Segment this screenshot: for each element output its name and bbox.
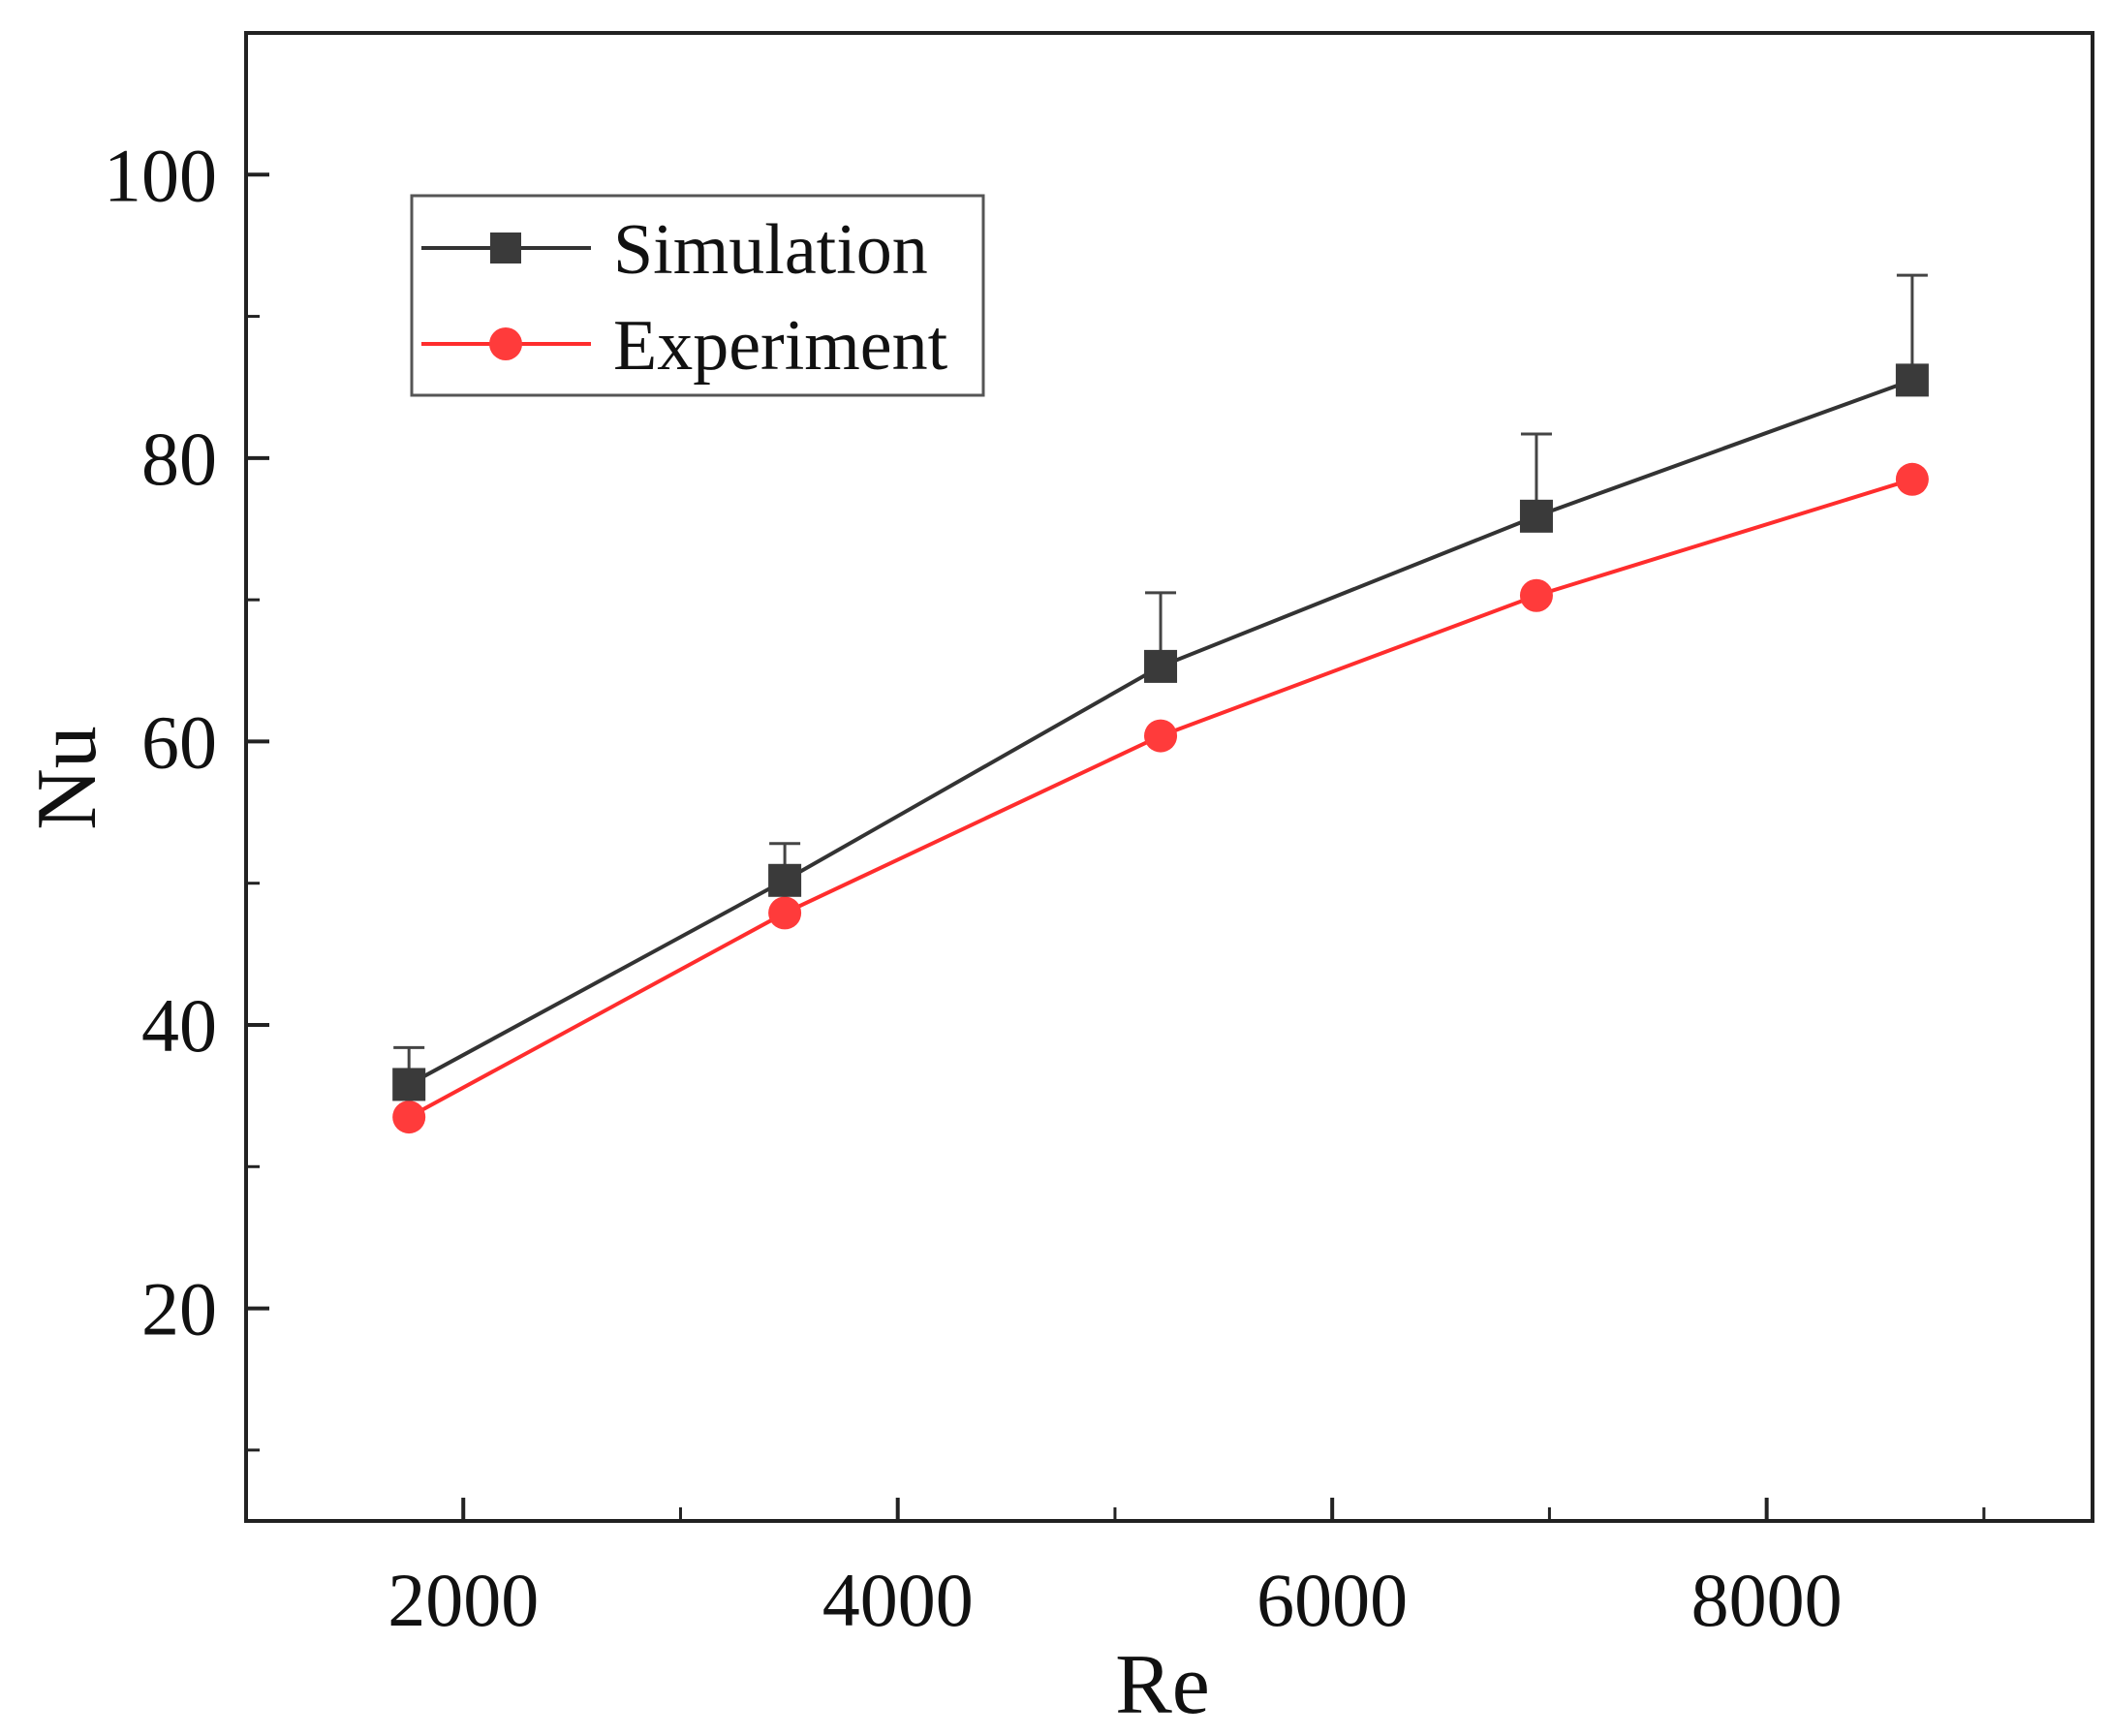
simulation-point-0 — [392, 1068, 426, 1101]
x-tick-label-2000: 2000 — [388, 1558, 539, 1642]
x-tick-label-4000: 4000 — [822, 1558, 974, 1642]
legend-box — [410, 194, 985, 397]
x-tick-label-6000: 6000 — [1256, 1558, 1408, 1642]
y-tick-label-20: 20 — [141, 1267, 217, 1351]
simulation-point-3 — [1519, 499, 1553, 533]
simulation-point-2 — [1144, 649, 1178, 683]
legend-simulation-label: Simulation — [613, 210, 928, 290]
x-tick-label-8000: 8000 — [1691, 1558, 1843, 1642]
legend-simulation-square-marker — [490, 232, 521, 264]
experiment-point-2 — [1144, 719, 1178, 753]
axes — [244, 31, 2094, 1523]
experiment-point-3 — [1519, 578, 1553, 612]
experiment-point-0 — [392, 1100, 426, 1134]
plot-frame — [244, 31, 2094, 1523]
axis-ticks: 2000 4000 6000 8000 20 40 60 80 100 — [104, 133, 1986, 1642]
legend: Simulation Experiment — [410, 194, 985, 397]
y-tick-label-40: 40 — [141, 983, 217, 1068]
x-axis-label: Re — [1115, 1638, 1210, 1731]
y-tick-label-80: 80 — [141, 417, 217, 501]
legend-experiment-circle-marker — [489, 327, 522, 360]
experiment-point-4 — [1895, 462, 1929, 496]
legend-experiment-label: Experiment — [613, 306, 948, 386]
y-tick-label-100: 100 — [104, 133, 217, 217]
y-tick-label-60: 60 — [141, 699, 217, 784]
legend-entry-experiment: Experiment — [421, 306, 948, 386]
data-series — [392, 273, 1929, 1134]
simulation-point-4 — [1895, 363, 1929, 397]
experiment-point-1 — [768, 896, 802, 930]
y-axis-label: Nu — [20, 726, 114, 830]
simulation-point-1 — [768, 863, 802, 897]
legend-entry-simulation: Simulation — [421, 210, 928, 290]
